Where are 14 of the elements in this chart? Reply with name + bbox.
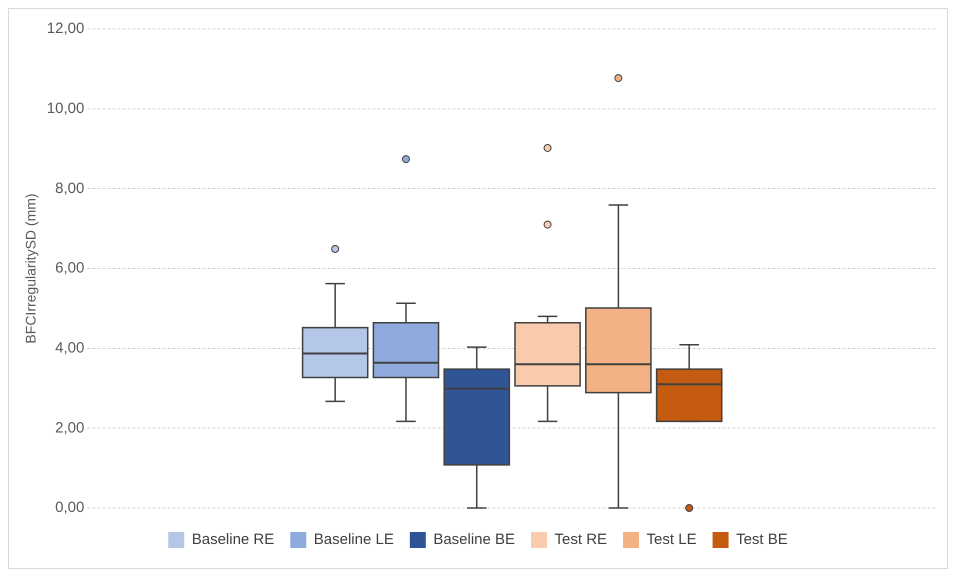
y-axis-title: BFCIrregularitySD (mm): [22, 193, 38, 344]
y-tick-label: 12,00: [46, 20, 84, 38]
legend-label: Test RE: [554, 531, 608, 548]
y-tick-label: 10,00: [46, 100, 84, 117]
y-tick-label: 8,00: [55, 180, 84, 197]
y-tick-label: 2,00: [55, 419, 84, 436]
legend-label: Test BE: [736, 531, 788, 548]
legend-label: Baseline LE: [314, 531, 394, 548]
legend-label: Baseline BE: [433, 531, 516, 548]
y-tick-label: 6,00: [55, 260, 84, 277]
legend-label: Baseline RE: [192, 531, 274, 548]
legend-label: Test LE: [646, 531, 697, 548]
y-tick-label: 4,00: [55, 339, 84, 356]
y-tick-label: 0,00: [55, 499, 84, 516]
